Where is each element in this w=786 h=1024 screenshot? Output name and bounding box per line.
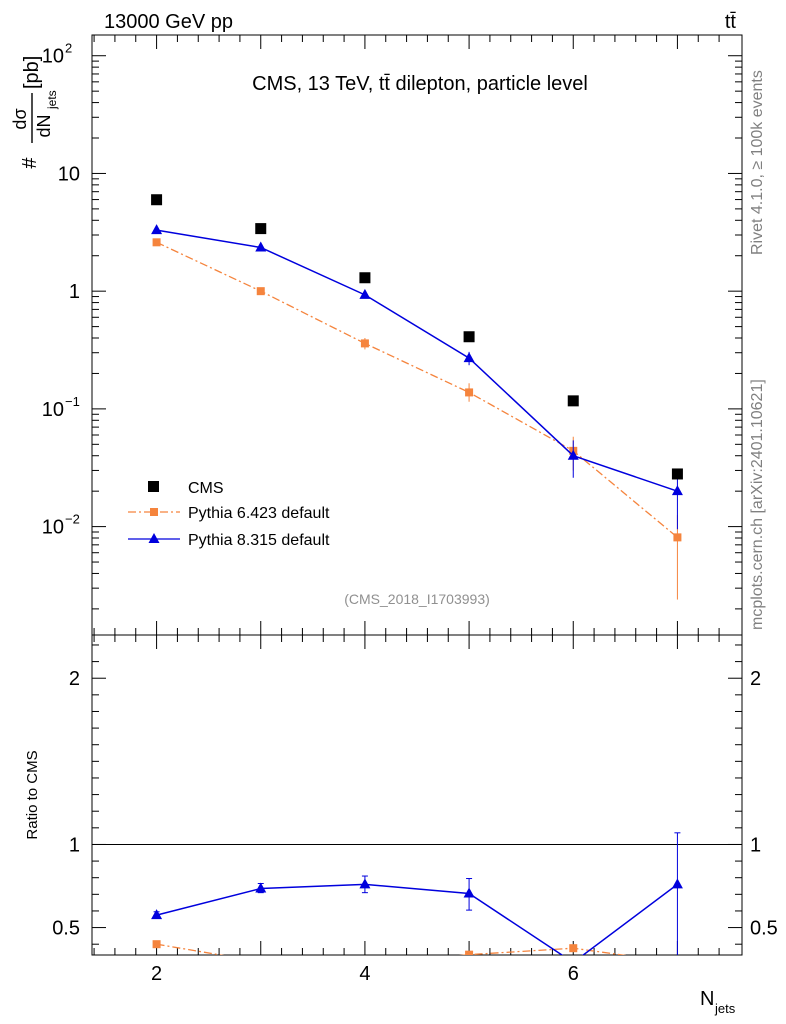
cms-point	[255, 223, 267, 235]
legend-marker-pythia6	[150, 508, 158, 516]
pythia8-point	[359, 288, 371, 299]
pythia8-point	[463, 352, 475, 363]
y-tick-label: 10	[58, 163, 80, 185]
ratio-y-tick-labels: 0.5 0.5 1 1 2 2	[52, 668, 778, 939]
ratio-axis-ticks	[92, 635, 742, 955]
x-tick-labels: 2 4 6	[151, 963, 579, 985]
ratio-y-tick-label-right: 1	[750, 834, 761, 856]
cms-point	[359, 272, 371, 284]
main-axis-ticks	[92, 35, 742, 635]
process-label: tt̄	[725, 11, 737, 33]
y-tick-label-base: 10	[42, 517, 64, 539]
ratio-pythia8-point	[463, 887, 475, 898]
ratio-pythia6-point	[673, 959, 681, 967]
ratio-pythia6-point	[465, 950, 474, 955]
pythia8-point	[151, 224, 163, 235]
ratio-pythia8-point	[359, 878, 371, 889]
y-tick-label: 1	[69, 281, 80, 303]
pythia6-line	[156, 241, 678, 538]
y-tick-label: 10 −2	[42, 512, 80, 539]
pythia6-point	[256, 287, 265, 296]
main-y-axis-label: # dσ dN jets [pb]	[10, 56, 59, 169]
y-label-numerator: dσ	[10, 108, 30, 129]
y-label-denominator-sub: jets	[45, 90, 59, 110]
ratio-pythia8-line	[156, 883, 678, 955]
legend-entry-pythia8: Pythia 8.315 default	[128, 532, 330, 549]
ratio-pythia8-point	[255, 882, 267, 893]
cms-point	[463, 331, 475, 343]
ratio-pythia6-point	[152, 940, 161, 949]
y-tick-label-base: 1	[69, 281, 80, 303]
y-label-prefix: #	[19, 157, 41, 169]
legend-label-pythia6: Pythia 6.423 default	[188, 505, 330, 522]
ratio-pythia8-point	[671, 878, 683, 889]
pythia8-point	[567, 449, 579, 460]
ratio-y-tick-label-right: 2	[750, 668, 761, 690]
legend: CMS Pythia 6.423 default Pythia 8.315 de…	[128, 480, 330, 549]
y-tick-label-base: 10	[42, 399, 64, 421]
ratio-pythia8-point	[151, 909, 163, 920]
ratio-pythia6-line	[156, 943, 628, 955]
y-tick-label-exponent: −1	[65, 394, 80, 409]
ratio-series-layer	[92, 832, 742, 967]
y-tick-label-exponent: −2	[65, 512, 80, 527]
ratio-pythia6-point	[569, 944, 578, 953]
y-tick-label-base: 10	[42, 46, 64, 68]
source-label: mcplots.cern.ch [arXiv:2401.10621]	[749, 379, 766, 630]
ratio-y-tick-label-left: 1	[69, 834, 80, 856]
pythia6-point	[673, 533, 682, 542]
x-tick-label: 4	[359, 963, 370, 985]
pythia6-point	[152, 238, 161, 247]
main-series-layer	[151, 194, 683, 600]
y-tick-label: 10 −1	[42, 394, 80, 421]
pythia6-point	[360, 339, 369, 348]
legend-marker-cms	[148, 481, 159, 492]
x-axis-label: N jets	[700, 988, 736, 1016]
ratio-y-tick-label-left: 0.5	[52, 918, 80, 940]
ratio-y-axis-label: Ratio to CMS	[24, 750, 41, 839]
y-label-denominator: dN	[34, 114, 54, 137]
y-tick-label-exponent: 2	[65, 41, 72, 56]
pythia6-point	[465, 388, 474, 397]
legend-entry-cms: CMS	[148, 480, 224, 497]
legend-marker-pythia8	[148, 533, 160, 543]
analysis-tag: (CMS_2018_I1703993)	[344, 591, 490, 607]
cms-point	[671, 468, 683, 480]
ratio-y-tick-label-left: 2	[69, 668, 80, 690]
legend-entry-pythia6: Pythia 6.423 default	[128, 505, 330, 522]
y-tick-label-base: 10	[58, 163, 80, 185]
pythia8-line	[156, 229, 678, 492]
legend-label-pythia8: Pythia 8.315 default	[188, 532, 330, 549]
y-tick-label: 10 2	[42, 41, 72, 68]
chart-title: CMS, 13 TeV, tt̄ dilepton, particle leve…	[252, 73, 588, 95]
x-tick-label: 6	[568, 963, 579, 985]
cms-point	[151, 194, 163, 206]
ratio-y-tick-label-right: 0.5	[750, 918, 778, 940]
y-label-unit: [pb]	[21, 56, 43, 89]
pythia8-point	[255, 241, 267, 252]
x-tick-label: 2	[151, 963, 162, 985]
x-axis-label-main: N	[700, 988, 714, 1010]
pythia8-point	[671, 485, 683, 496]
x-axis-label-sub: jets	[714, 1001, 736, 1016]
rivet-version-label: Rivet 4.1.0, ≥ 100k events	[749, 70, 766, 255]
cms-point	[567, 395, 579, 407]
energy-label: 13000 GeV pp	[104, 11, 233, 33]
legend-label-cms: CMS	[188, 480, 224, 497]
ratio-pythia6-point	[257, 958, 265, 966]
ratio-panel: 0.5 0.5 1 1 2 2 Ratio to CMS 2 4 6 N jets	[24, 634, 778, 1016]
